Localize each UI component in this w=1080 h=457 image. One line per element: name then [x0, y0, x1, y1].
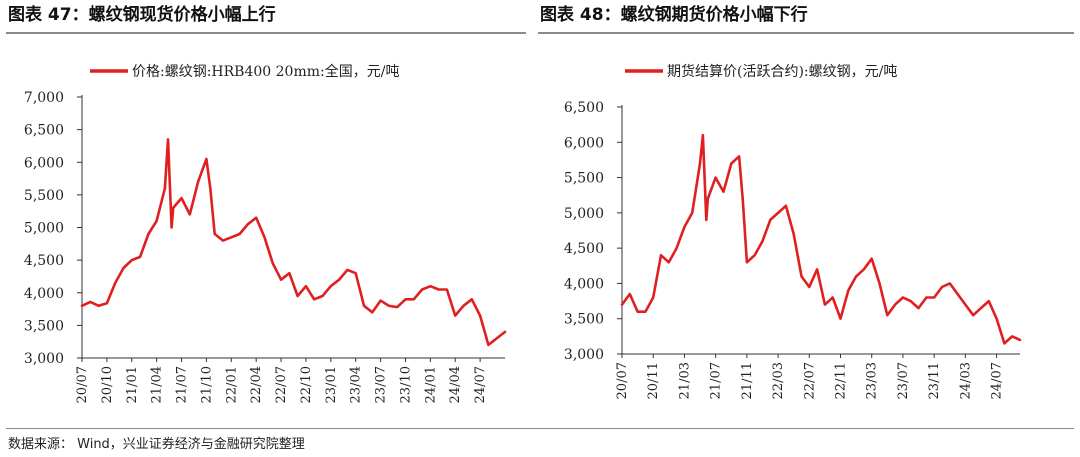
y-tick-label: 6,500 — [24, 123, 64, 139]
y-tick-label: 4,500 — [564, 241, 604, 257]
x-tick-label: 22/07 — [274, 366, 289, 403]
x-tick-label: 24/03 — [958, 362, 973, 399]
legend-label: 期货结算价(活跃合约):螺纹钢，元/吨 — [667, 63, 897, 80]
x-tick-label: 21/10 — [199, 366, 214, 403]
y-tick-label: 3,500 — [24, 318, 64, 334]
x-tick-label: 23/01 — [324, 366, 339, 403]
x-tick-label: 24/01 — [423, 366, 438, 403]
x-tick-label: 24/04 — [448, 366, 463, 403]
y-tick-label: 6,000 — [564, 135, 604, 151]
x-tick-label: 22/10 — [299, 366, 314, 403]
x-tick-label: 21/07 — [175, 366, 190, 403]
left-line-chart: 价格:螺纹钢:HRB400 20mm:全国，元/吨 3,000 3,500 4,000… — [24, 63, 507, 403]
y-tick-label: 5,500 — [24, 188, 64, 204]
y-tick-label: 3,000 — [24, 351, 64, 367]
x-tick-label: 20/10 — [100, 366, 115, 403]
x-tick-label: 23/03 — [865, 362, 880, 399]
x-tick-label: 21/01 — [125, 366, 140, 403]
y-tick-label: 7,000 — [24, 90, 64, 106]
y-tick-label: 4,000 — [564, 276, 604, 292]
legend: 期货结算价(活跃合约):螺纹钢，元/吨 — [625, 63, 897, 80]
x-tick-label: 21/07 — [709, 362, 724, 399]
x-tick-label: 22/07 — [802, 362, 817, 399]
x-tick-label: 24/07 — [990, 362, 1005, 399]
x-tick-label: 22/01 — [224, 366, 239, 403]
right-line-chart: 期货结算价(活跃合约):螺纹钢，元/吨 3,000 3,500 4,000 4,500 5… — [564, 63, 1022, 399]
source-note: 数据来源： Wind，兴业证券经济与金融研究院整理 — [8, 437, 305, 452]
x-tick-label: 21/04 — [150, 366, 165, 403]
legend-label: 价格:螺纹钢:HRB400 20mm:全国，元/吨 — [132, 63, 399, 80]
y-tick-label: 4,500 — [24, 253, 64, 269]
y-tick-label: 5,000 — [564, 206, 604, 222]
source-divider — [6, 428, 1074, 429]
series-line — [620, 133, 1022, 345]
x-tick-label: 23/07 — [374, 366, 389, 403]
y-tick-label: 3,000 — [564, 347, 604, 363]
x-tick-label: 20/07 — [75, 366, 90, 403]
right-chart-title: 图表 48：螺纹钢期货价格小幅下行 — [540, 5, 808, 25]
x-tick-label: 23/07 — [896, 362, 911, 399]
left-chart-title: 图表 47：螺纹钢现货价格小幅上行 — [8, 5, 276, 25]
y-tick-label: 5,500 — [564, 171, 604, 187]
y-tick-label: 4,000 — [24, 286, 64, 302]
x-tick-label: 23/11 — [927, 362, 942, 399]
x-tick-label: 22/11 — [834, 362, 849, 399]
y-tick-label: 3,500 — [564, 312, 604, 328]
x-tick-label: 23/04 — [349, 366, 364, 403]
y-tick-label: 6,500 — [564, 100, 604, 116]
left-title-divider — [6, 32, 526, 34]
x-tick-label: 22/04 — [249, 366, 264, 403]
series-line — [80, 138, 507, 347]
right-title-divider — [538, 32, 1074, 34]
x-tick-label: 20/07 — [615, 362, 630, 399]
y-tick-label: 6,000 — [24, 155, 64, 171]
x-tick-label: 21/03 — [677, 362, 692, 399]
x-tick-label: 23/10 — [398, 366, 413, 403]
legend: 价格:螺纹钢:HRB400 20mm:全国，元/吨 — [90, 63, 399, 80]
x-tick-label: 20/11 — [646, 362, 661, 399]
x-tick-label: 21/11 — [740, 362, 755, 399]
y-tick-label: 5,000 — [24, 221, 64, 237]
x-tick-label: 24/07 — [473, 366, 488, 403]
x-tick-label: 22/03 — [771, 362, 786, 399]
